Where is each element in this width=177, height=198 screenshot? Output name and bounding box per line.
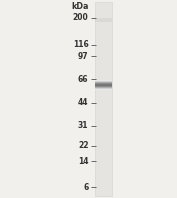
- Text: 6: 6: [83, 183, 88, 192]
- Text: 44: 44: [78, 98, 88, 108]
- Bar: [95, 82, 112, 83]
- Bar: [95, 80, 112, 81]
- Text: 97: 97: [78, 52, 88, 61]
- Bar: [95, 2, 112, 196]
- Bar: [95, 83, 112, 84]
- Text: 200: 200: [73, 13, 88, 22]
- Bar: [95, 18, 112, 22]
- Bar: [95, 83, 112, 84]
- Bar: [95, 89, 112, 90]
- Bar: [95, 85, 112, 86]
- Text: 31: 31: [78, 121, 88, 130]
- Bar: [95, 85, 112, 86]
- Text: kDa: kDa: [71, 2, 88, 11]
- Text: 22: 22: [78, 141, 88, 150]
- Text: 66: 66: [78, 75, 88, 84]
- Bar: [95, 84, 112, 85]
- Bar: [95, 87, 112, 88]
- Text: 14: 14: [78, 157, 88, 166]
- Bar: [95, 84, 112, 85]
- Bar: [95, 86, 112, 87]
- Bar: [95, 82, 112, 83]
- Bar: [95, 81, 112, 82]
- Bar: [95, 88, 112, 89]
- Text: 116: 116: [73, 40, 88, 49]
- Bar: [95, 86, 112, 87]
